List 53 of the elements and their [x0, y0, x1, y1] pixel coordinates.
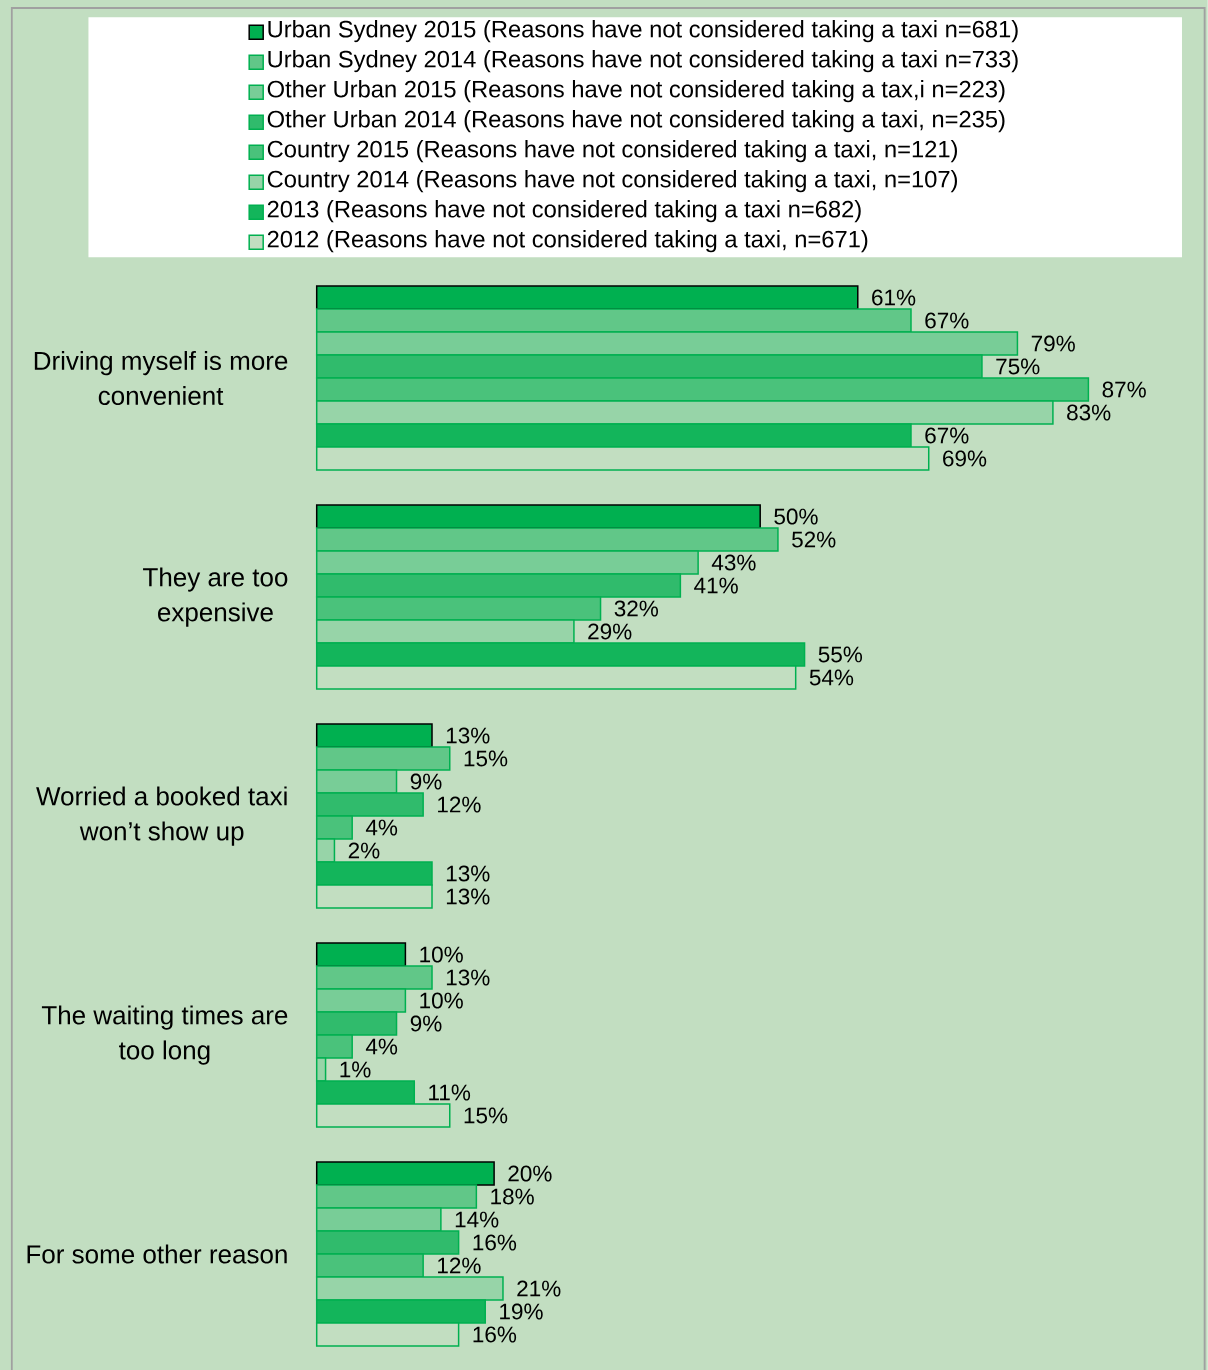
data-label: 18%	[491, 1188, 535, 1205]
data-label: 67%	[925, 427, 969, 444]
data-label: 10%	[420, 946, 464, 963]
data-label: 87%	[1102, 381, 1147, 398]
data-label: 12%	[438, 796, 481, 813]
data-label: 13%	[447, 727, 490, 744]
data-label: 14%	[455, 1211, 499, 1228]
y-tick-label: Worried a booked taxi won’t show up	[36, 786, 287, 846]
data-label: 19%	[500, 1303, 543, 1320]
data-label: 9%	[410, 1015, 442, 1032]
data-label: 54%	[809, 669, 854, 686]
legend-label: Urban Sydney 2014 (Reasons have not considered taking a taxi n=733)	[268, 50, 1018, 73]
data-label: 20%	[508, 1165, 552, 1182]
data-label: 10%	[420, 992, 464, 1009]
data-label: 32%	[614, 600, 659, 617]
data-label: 43%	[711, 554, 756, 571]
legend-label: 2012 (Reasons have not considered taking a taxi, n=671)	[267, 230, 868, 253]
data-label: 75%	[996, 358, 1040, 375]
data-label: 13%	[447, 969, 490, 986]
data-label: 52%	[792, 531, 836, 548]
data-label: 21%	[517, 1280, 561, 1297]
y-tick-label: For some other reason	[27, 1244, 287, 1264]
data-label: 16%	[473, 1234, 517, 1251]
legend-label: Other Urban 2014 (Reasons have not considered taking a taxi, n=235)	[267, 110, 1005, 133]
data-label: 55%	[818, 646, 863, 663]
data-label: 16%	[473, 1326, 517, 1343]
legend-label: Other Urban 2015 (Reasons have not considered taking a tax,i n=223)	[267, 80, 1005, 103]
legend-label: Urban Sydney 2015 (Reasons have not considered taking a taxi n=681)	[268, 20, 1018, 43]
data-label: 9%	[410, 773, 442, 790]
y-tick-label: They are too expensive	[143, 567, 288, 627]
data-label: 41%	[694, 577, 739, 594]
y-tick-label: Driving myself is more convenient	[35, 350, 288, 406]
data-label: 83%	[1067, 404, 1111, 421]
data-label: 1%	[340, 1061, 371, 1078]
data-label: 50%	[774, 508, 818, 525]
data-label: 13%	[447, 888, 490, 905]
data-label: 15%	[464, 1107, 508, 1124]
data-label: 61%	[872, 289, 916, 306]
data-label: 29%	[588, 623, 632, 640]
data-label: 69%	[943, 450, 987, 467]
legend-label: Country 2014 (Reasons have not considered taking a taxi, n=107)	[267, 170, 958, 193]
data-label: 2%	[348, 842, 380, 859]
data-label: 13%	[447, 865, 490, 882]
data-label: 15%	[464, 750, 508, 767]
legend-label: 2013 (Reasons have not considered taking a taxi n=682)	[267, 200, 861, 223]
y-tick-label: The waiting times are too long	[42, 1005, 288, 1065]
data-label: 79%	[1031, 335, 1076, 352]
data-label: 4%	[366, 819, 398, 836]
legend-label: Country 2015 (Reasons have not considered taking a taxi, n=121)	[267, 140, 958, 163]
data-label: 4%	[366, 1038, 398, 1055]
data-label: 11%	[429, 1084, 471, 1101]
data-label: 12%	[438, 1257, 481, 1274]
data-label: 67%	[925, 312, 969, 329]
